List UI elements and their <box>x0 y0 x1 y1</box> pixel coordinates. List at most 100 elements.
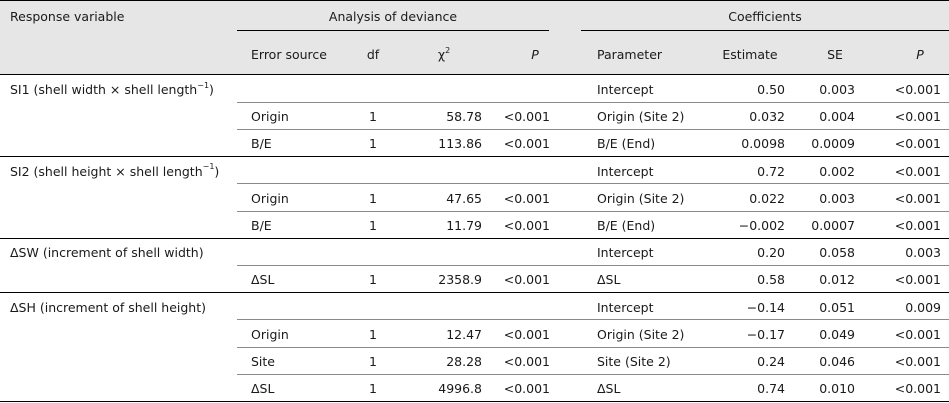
header-se: SE <box>827 47 843 62</box>
cell-error-source: ΔSL <box>251 272 275 288</box>
cell-estimate: 0.0098 <box>741 136 785 152</box>
header-p-coefficients: P <box>916 47 924 62</box>
cell-p-coefficients: <0.001 <box>894 326 941 342</box>
cell-p-coefficients: <0.001 <box>894 109 941 125</box>
cell-parameter: Site (Site 2) <box>597 354 671 369</box>
cell-estimate: 0.032 <box>749 109 785 125</box>
cell-parameter: Origin (Site 2) <box>597 326 685 342</box>
cell-se: 0.058 <box>819 245 855 261</box>
cell-error-source: Origin <box>251 190 289 206</box>
row-separator-rule <box>237 264 949 266</box>
cell-error-source: Origin <box>251 326 289 342</box>
cell-parameter: Intercept <box>597 163 654 179</box>
cell-df: 1 <box>369 326 377 342</box>
response-variable-label: ΔSH (increment of shell height) <box>10 299 207 315</box>
group-separator-rule <box>0 292 949 294</box>
cell-p-coefficients: 0.003 <box>905 245 941 261</box>
response-variable-label: SI2 (shell height × shell length−1) <box>10 162 220 179</box>
cell-chi-squared: 113.86 <box>438 136 482 152</box>
cell-se: 0.0009 <box>811 136 855 152</box>
cell-chi-squared: 11.79 <box>446 218 482 233</box>
cell-df: 1 <box>369 381 377 397</box>
cell-se: 0.049 <box>819 326 855 342</box>
cell-chi-squared: 12.47 <box>446 326 482 342</box>
deviance-group-rule <box>237 30 549 31</box>
header-p-deviance: P <box>531 47 539 62</box>
cell-df: 1 <box>369 190 377 206</box>
cell-p-coefficients: <0.001 <box>894 218 941 233</box>
cell-p-deviance: <0.001 <box>503 190 550 206</box>
cell-se: 0.012 <box>819 272 855 288</box>
cell-p-deviance: <0.001 <box>503 136 550 152</box>
header-analysis-of-deviance: Analysis of deviance <box>328 9 458 24</box>
cell-p-coefficients: 0.009 <box>905 299 941 315</box>
cell-se: 0.002 <box>819 163 855 179</box>
cell-p-deviance: <0.001 <box>503 218 550 233</box>
row-separator-rule <box>237 373 949 375</box>
cell-error-source: B/E <box>251 218 272 233</box>
cell-estimate: −0.002 <box>738 218 785 233</box>
cell-estimate: 0.50 <box>757 82 785 97</box>
cell-chi-squared: 58.78 <box>446 109 482 125</box>
cell-p-deviance: <0.001 <box>503 109 550 125</box>
cell-parameter: B/E (End) <box>597 218 656 233</box>
cell-parameter: ΔSL <box>597 272 621 288</box>
cell-parameter: B/E (End) <box>597 136 656 152</box>
response-variable-label: ΔSW (increment of shell width) <box>10 245 204 261</box>
row-separator-rule <box>237 210 949 212</box>
header-bottom-rule <box>0 74 949 75</box>
header-chi-squared: χ2 <box>437 45 451 62</box>
header-parameter: Parameter <box>597 47 663 62</box>
cell-parameter: Origin (Site 2) <box>597 190 685 206</box>
header-error-source: Error source <box>251 47 327 62</box>
cell-se: 0.046 <box>819 354 855 369</box>
cell-parameter: Origin (Site 2) <box>597 109 685 125</box>
cell-se: 0.003 <box>819 82 855 97</box>
cell-p-coefficients: <0.001 <box>894 381 941 397</box>
header-estimate: Estimate <box>722 47 778 62</box>
cell-p-coefficients: <0.001 <box>894 354 941 369</box>
cell-parameter: Intercept <box>597 245 654 261</box>
cell-p-deviance: <0.001 <box>503 381 550 397</box>
cell-estimate: 0.24 <box>757 354 785 369</box>
cell-p-coefficients: <0.001 <box>894 136 941 152</box>
cell-p-deviance: <0.001 <box>503 354 550 369</box>
table-header-band <box>0 0 949 74</box>
cell-p-coefficients: <0.001 <box>894 82 941 97</box>
row-separator-rule <box>237 128 949 130</box>
cell-p-coefficients: <0.001 <box>894 190 941 206</box>
cell-se: 0.003 <box>819 190 855 206</box>
cell-chi-squared: 47.65 <box>446 190 482 206</box>
cell-df: 1 <box>369 272 377 288</box>
cell-estimate: 0.58 <box>757 272 785 288</box>
cell-parameter: Intercept <box>597 299 654 315</box>
header-coefficients: Coefficients <box>728 9 802 24</box>
row-separator-rule <box>237 101 949 103</box>
cell-p-deviance: <0.001 <box>503 326 550 342</box>
response-variable-label: SI1 (shell width × shell length−1) <box>10 80 214 97</box>
cell-parameter: ΔSL <box>597 381 621 397</box>
cell-p-coefficients: <0.001 <box>894 163 941 179</box>
cell-error-source: Origin <box>251 109 289 125</box>
group-separator-rule <box>0 156 949 158</box>
header-response-variable: Response variable <box>10 9 125 24</box>
cell-p-deviance: <0.001 <box>503 272 550 288</box>
cell-chi-squared: 2358.9 <box>438 272 482 288</box>
row-separator-rule <box>237 319 949 321</box>
cell-estimate: 0.72 <box>757 163 785 179</box>
group-separator-rule <box>0 400 949 402</box>
cell-se: 0.004 <box>819 109 855 125</box>
cell-estimate: 0.74 <box>757 381 785 397</box>
cell-se: 0.0007 <box>811 218 855 233</box>
cell-se: 0.010 <box>819 381 855 397</box>
group-separator-rule <box>0 237 949 239</box>
cell-error-source: B/E <box>251 136 272 152</box>
cell-estimate: −0.17 <box>746 326 785 342</box>
cell-df: 1 <box>369 109 377 125</box>
cell-estimate: 0.022 <box>749 190 785 206</box>
cell-se: 0.051 <box>819 299 855 315</box>
coefficients-group-rule <box>581 30 949 31</box>
cell-p-coefficients: <0.001 <box>894 272 941 288</box>
cell-estimate: −0.14 <box>746 299 785 315</box>
